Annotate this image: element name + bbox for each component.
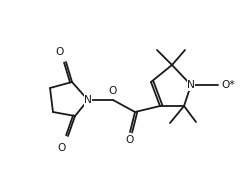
Text: O*: O* xyxy=(221,80,235,90)
Text: O: O xyxy=(58,143,66,153)
Text: O: O xyxy=(109,86,117,96)
Text: O: O xyxy=(56,47,64,57)
Text: O: O xyxy=(126,135,134,145)
Text: N: N xyxy=(84,95,92,105)
Text: N: N xyxy=(187,80,195,90)
